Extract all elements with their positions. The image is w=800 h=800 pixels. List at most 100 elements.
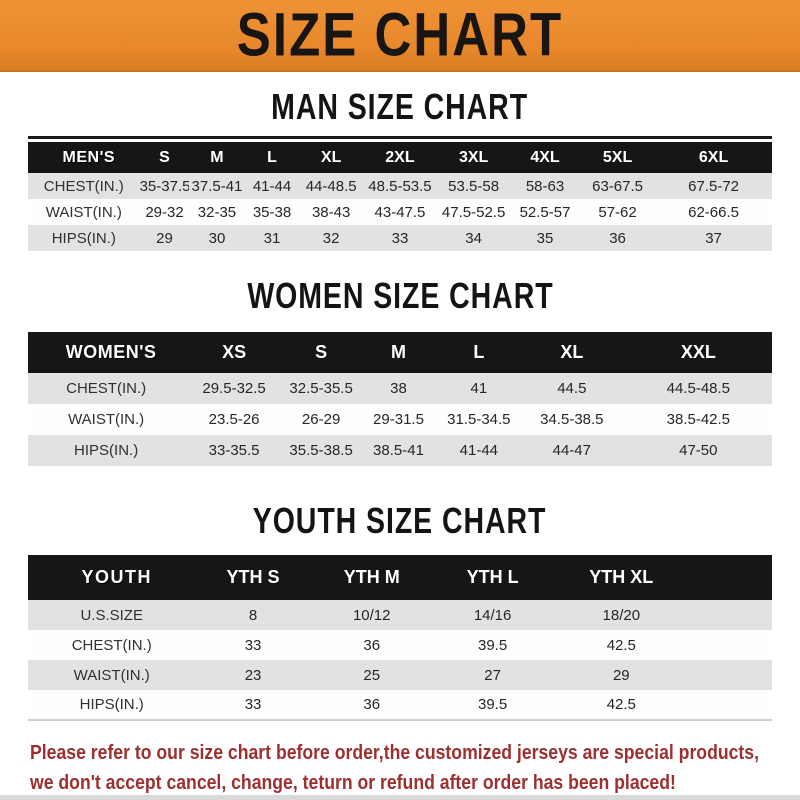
header-filler: [690, 555, 772, 600]
size-cell: 37.5-41: [189, 173, 245, 199]
size-cell: 47.5-52.5: [437, 199, 511, 225]
size-cell: 42.5: [552, 630, 691, 660]
table-row: HIPS(IN.) 33-35.5 35.5-38.5 38.5-41 41-4…: [28, 435, 772, 466]
column-header: 6XL: [655, 142, 772, 173]
size-cell: 52.5-57: [510, 199, 580, 225]
youth-size-table-wrap: YOUTH YTH S YTH M YTH L YTH XL U.S.SIZE …: [28, 555, 772, 721]
table-row: CHEST(IN.) 33 36 39.5 42.5: [28, 630, 772, 660]
size-cell: 33: [195, 630, 311, 660]
size-cell: 36: [310, 690, 433, 720]
row-label: CHEST(IN.): [28, 630, 196, 660]
women-size-table: WOMEN'S XS S M L XL XXL CHEST(IN.) 29.5-…: [28, 332, 772, 466]
size-cell: 63-67.5: [579, 173, 656, 199]
cell-filler: [690, 600, 772, 630]
size-cell: 67.5-72: [655, 173, 772, 199]
size-cell: 38: [358, 373, 439, 404]
youth-size-table: YOUTH YTH S YTH M YTH L YTH XL U.S.SIZE …: [28, 555, 772, 721]
table-row: CHEST(IN.) 29.5-32.5 32.5-35.5 38 41 44.…: [28, 373, 772, 404]
size-cell: 29-32: [139, 199, 190, 225]
row-label: WAIST(IN.): [28, 404, 185, 435]
youth-corner-label: YOUTH: [28, 555, 196, 600]
size-cell: 58-63: [510, 173, 580, 199]
size-cell: 25: [310, 660, 433, 690]
women-corner-label: WOMEN'S: [28, 332, 185, 373]
footer-line-1: Please refer to our size chart before or…: [30, 741, 759, 764]
size-cell: 42.5: [552, 690, 691, 720]
size-cell: 31.5-34.5: [438, 404, 519, 435]
row-label: HIPS(IN.): [28, 435, 185, 466]
youth-heading-text: YOUTH SIZE CHART: [253, 499, 547, 542]
size-cell: 31: [244, 225, 300, 251]
size-cell: 44-47: [519, 435, 625, 466]
column-header: M: [358, 332, 439, 373]
size-cell: 30: [189, 225, 245, 251]
man-corner-label: MEN'S: [28, 142, 140, 173]
size-cell: 38.5-41: [358, 435, 439, 466]
column-header: M: [189, 142, 245, 173]
size-cell: 41-44: [244, 173, 300, 199]
size-cell: 10/12: [310, 600, 433, 630]
size-cell: 32.5-35.5: [283, 373, 359, 404]
size-cell: 35: [510, 225, 580, 251]
man-size-table-wrap: MEN'S S M L XL 2XL 3XL 4XL 5XL 6XL CHEST…: [28, 136, 772, 251]
size-cell: 34.5-38.5: [519, 404, 625, 435]
row-label: CHEST(IN.): [28, 373, 185, 404]
women-size-table-wrap: WOMEN'S XS S M L XL XXL CHEST(IN.) 29.5-…: [28, 332, 772, 466]
size-cell: 44.5-48.5: [624, 373, 772, 404]
man-header-row: MEN'S S M L XL 2XL 3XL 4XL 5XL 6XL: [28, 142, 772, 173]
table-row: CHEST(IN.) 35-37.5 37.5-41 41-44 44-48.5…: [28, 173, 772, 199]
column-header: L: [438, 332, 519, 373]
cell-filler: [690, 690, 772, 720]
column-header: S: [139, 142, 190, 173]
size-cell: 36: [579, 225, 656, 251]
size-cell: 29: [139, 225, 190, 251]
column-header: YTH XL: [552, 555, 691, 600]
table-row: WAIST(IN.) 23.5-26 26-29 29-31.5 31.5-34…: [28, 404, 772, 435]
table-row: U.S.SIZE 8 10/12 14/16 18/20: [28, 600, 772, 630]
row-label: HIPS(IN.): [28, 690, 196, 720]
size-cell: 44-48.5: [299, 173, 363, 199]
table-row: HIPS(IN.) 33 36 39.5 42.5: [28, 690, 772, 720]
table-row: WAIST(IN.) 29-32 32-35 35-38 38-43 43-47…: [28, 199, 772, 225]
column-header: XXL: [624, 332, 772, 373]
column-header: 5XL: [579, 142, 656, 173]
size-cell: 32: [299, 225, 363, 251]
column-header: YTH L: [432, 555, 553, 600]
size-cell: 35.5-38.5: [283, 435, 359, 466]
banner-title: SIZE CHART: [236, 0, 564, 70]
size-cell: 14/16: [432, 600, 553, 630]
size-cell: 53.5-58: [437, 173, 511, 199]
size-cell: 32-35: [189, 199, 245, 225]
size-cell: 39.5: [432, 630, 553, 660]
size-cell: 57-62: [579, 199, 656, 225]
column-header: XL: [519, 332, 625, 373]
cell-filler: [690, 630, 772, 660]
women-header-row: WOMEN'S XS S M L XL XXL: [28, 332, 772, 373]
youth-header-row: YOUTH YTH S YTH M YTH L YTH XL: [28, 555, 772, 600]
size-cell: 27: [432, 660, 553, 690]
size-cell: 44.5: [519, 373, 625, 404]
bottom-divider: [0, 795, 800, 800]
size-cell: 33-35.5: [184, 435, 284, 466]
column-header: S: [283, 332, 359, 373]
row-label: HIPS(IN.): [28, 225, 140, 251]
man-size-table: MEN'S S M L XL 2XL 3XL 4XL 5XL 6XL CHEST…: [28, 142, 772, 251]
size-cell: 38-43: [299, 199, 363, 225]
column-header: XL: [299, 142, 363, 173]
size-cell: 18/20: [552, 600, 691, 630]
column-header: 3XL: [437, 142, 511, 173]
size-cell: 36: [310, 630, 433, 660]
size-cell: 39.5: [432, 690, 553, 720]
table-row: HIPS(IN.) 29 30 31 32 33 34 35 36 37: [28, 225, 772, 251]
women-section-heading: WOMEN SIZE CHART: [0, 275, 800, 316]
size-cell: 23: [195, 660, 311, 690]
column-header: XS: [184, 332, 284, 373]
size-cell: 33: [195, 690, 311, 720]
size-cell: 29-31.5: [358, 404, 439, 435]
size-cell: 41: [438, 373, 519, 404]
column-header: 2XL: [362, 142, 438, 173]
table-top-rule: [28, 136, 772, 139]
column-header: YTH M: [310, 555, 433, 600]
size-cell: 35-37.5: [139, 173, 190, 199]
size-cell: 34: [437, 225, 511, 251]
